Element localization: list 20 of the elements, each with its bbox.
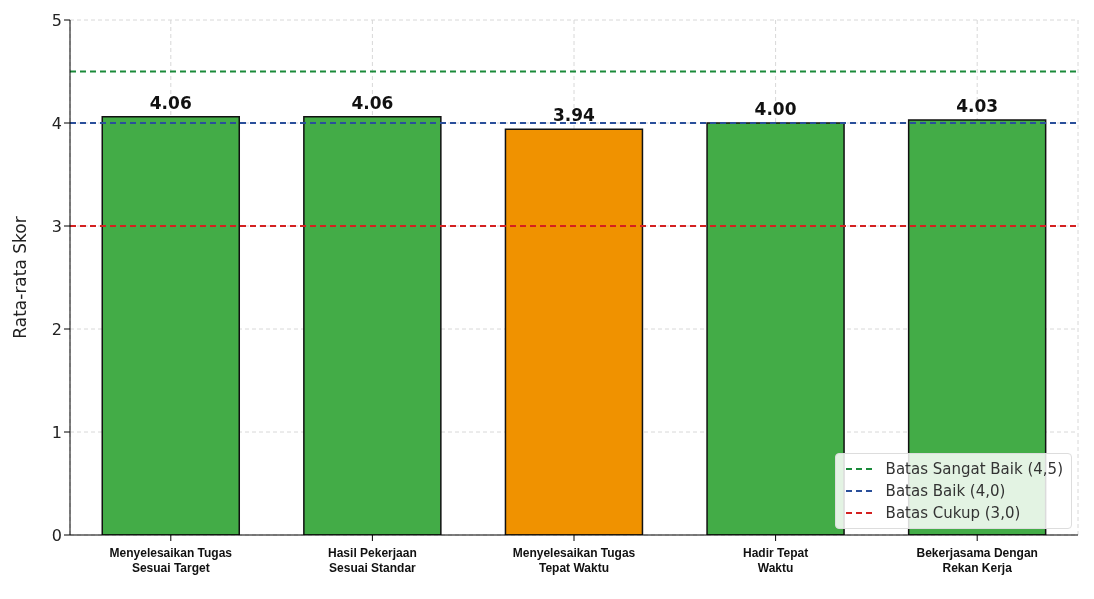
y-tick-label: 4 (51, 113, 62, 133)
legend-label: Batas Sangat Baik (4,5) (885, 460, 1063, 478)
legend-label: Batas Baik (4,0) (885, 482, 1006, 500)
x-tick-label: Menyelesaikan Tugas Sesuai Target (109, 546, 233, 575)
data-label: 3.94 (552, 105, 596, 126)
y-tick-label: 0 (51, 525, 62, 545)
x-tick-label: Hadir Tepat Waktu (743, 546, 809, 575)
x-tick-label: Hasil Pekerjaan Sesuai Standar (328, 546, 417, 575)
y-tick-label: 2 (51, 319, 62, 339)
y-axis-title: Rata-rata Skor (10, 216, 31, 339)
x-tick-label: Menyelesaikan Tugas Tepat Waktu (512, 546, 636, 575)
x-tick-label: Bekerjasama Dengan Rekan Kerja (916, 546, 1038, 575)
y-tick-label: 1 (51, 422, 62, 442)
y-tick-label: 5 (51, 10, 62, 30)
data-label: 4.03 (956, 95, 999, 116)
data-label: 4.06 (351, 92, 394, 113)
legend-label: Batas Cukup (3,0) (885, 504, 1021, 522)
data-label: 4.06 (149, 92, 192, 113)
y-tick-label: 3 (51, 216, 62, 236)
data-label: 4.00 (754, 99, 797, 119)
